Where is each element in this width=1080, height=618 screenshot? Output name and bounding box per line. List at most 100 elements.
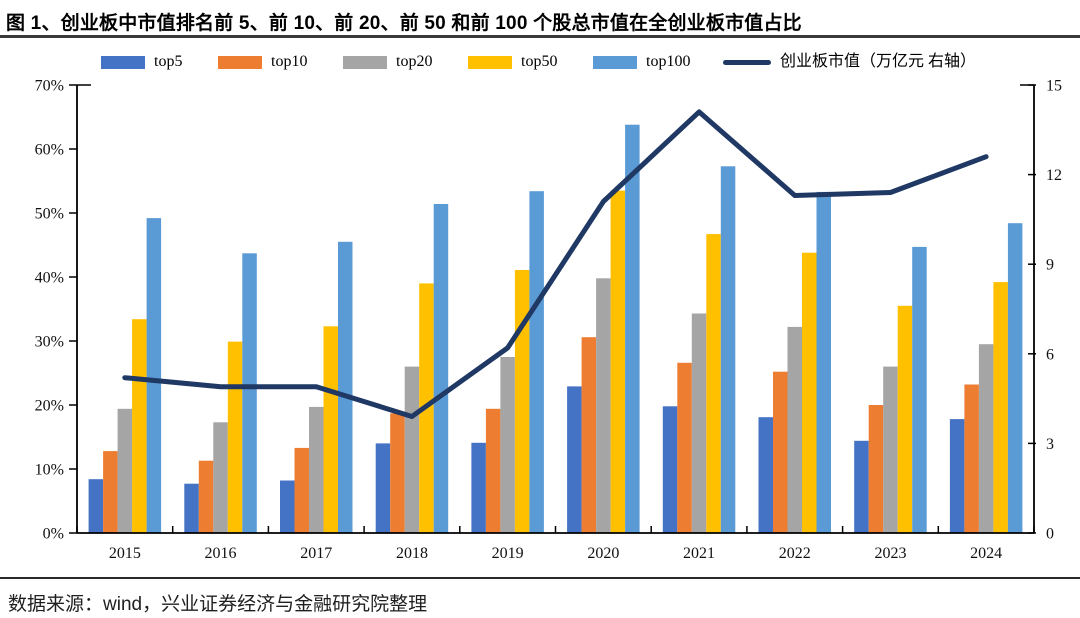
bar-top20-2016	[213, 422, 228, 533]
bar-top10-2023	[868, 405, 884, 533]
bar-top5-2019	[471, 442, 486, 533]
legend-swatch-top20	[343, 55, 387, 69]
bar-top10-2017	[294, 447, 309, 533]
chart-area: 0% 10% 20% 30% 40% 50% 60% 70% 0 3 6 9 12 15 2015 2016 2…	[0, 38, 1080, 575]
figure-title: 图 1、创业板中市值排名前 5、前 10、前 20、前 50 和前 100 个股…	[6, 13, 802, 34]
bar-top50-2021	[706, 234, 721, 533]
left-axis-label-5: 50%	[35, 206, 64, 223]
legend-swatch-top5	[101, 55, 145, 69]
bar-top100-2022	[816, 191, 831, 533]
bar-top50-2019	[514, 270, 530, 533]
bar-top10-2021	[677, 362, 692, 533]
bar-top50-2024	[993, 282, 1008, 533]
bar-top20-2018	[404, 366, 420, 533]
combo-chart-svg: 0% 10% 20% 30% 40% 50% 60% 70% 0 3 6 9 12 15 2015 2016 2…	[35, 78, 1062, 563]
bar-top50-2020	[610, 190, 626, 533]
bar-top100-2015	[146, 218, 162, 533]
legend-label-top50: top50	[521, 53, 558, 70]
bar-top5-2020	[567, 386, 582, 533]
right-axis-label-0: 0	[1046, 526, 1054, 543]
x-axis-label-2024: 2024	[970, 545, 1002, 562]
left-axis-label-0: 0%	[43, 526, 64, 543]
footer-divider	[0, 577, 1080, 579]
bar-top50-2015	[132, 319, 147, 533]
legend-swatch-top100	[593, 55, 637, 69]
x-axis-label-2019: 2019	[492, 545, 524, 562]
legend-swatch-top10	[218, 55, 262, 69]
left-axis-label-3: 30%	[35, 334, 64, 351]
x-axis-label-2020: 2020	[587, 545, 619, 562]
bar-top10-2016	[198, 460, 214, 533]
bar-top5-2023	[854, 440, 869, 533]
legend-item-top100: top100	[593, 52, 690, 72]
bar-top20-2015	[117, 408, 133, 533]
right-axis-label-5: 15	[1046, 78, 1062, 95]
market-cap-line	[122, 109, 989, 419]
x-axis-label-2018: 2018	[396, 545, 428, 562]
legend-label-market-cap: 创业板市值（万亿元 右轴）	[780, 53, 977, 70]
legend-label-top5: top5	[154, 53, 183, 70]
bar-top100-2016	[242, 253, 257, 534]
bar-top5-2018	[375, 443, 391, 533]
left-axis-label-6: 60%	[35, 142, 64, 159]
legend-line-sample	[723, 59, 771, 65]
bar-top100-2024	[1007, 223, 1023, 533]
x-axis-label-2023: 2023	[874, 545, 906, 562]
bar-top10-2015	[103, 451, 118, 533]
bar-top50-2022	[802, 252, 817, 533]
legend-swatch-top50	[468, 55, 512, 69]
legend-item-market-cap: 创业板市值（万亿元 右轴）	[723, 52, 976, 72]
title-divider	[0, 35, 1080, 38]
bar-top20-2023	[883, 366, 898, 533]
bar-top20-2017	[309, 406, 324, 533]
legend-item-top50: top50	[468, 52, 557, 72]
x-axis-label-2016: 2016	[205, 545, 237, 562]
x-axis-label-2022: 2022	[779, 545, 811, 562]
bar-top100-2023	[912, 246, 927, 533]
bar-top10-2022	[773, 371, 788, 533]
legend-item-top5: top5	[101, 52, 182, 72]
right-axis-label-1: 3	[1046, 436, 1054, 453]
left-axis-label-2: 20%	[35, 398, 64, 415]
bar-top20-2019	[500, 357, 515, 533]
bar-top5-2024	[949, 419, 965, 533]
bar-top50-2023	[897, 305, 913, 533]
bar-top5-2015	[88, 479, 104, 533]
bar-top10-2019	[485, 408, 501, 533]
data-source-note: 数据来源：wind，兴业证券经济与金融研究院整理	[8, 594, 428, 615]
x-axis-label-2017: 2017	[300, 545, 332, 562]
legend-label-top20: top20	[396, 53, 433, 70]
x-axis-label-2015: 2015	[109, 545, 141, 562]
legend-label-top10: top10	[271, 53, 308, 70]
legend-item-top20: top20	[343, 52, 432, 72]
bar-top100-2020	[625, 124, 640, 533]
legend-item-top10: top10	[218, 52, 307, 72]
bar-top5-2017	[280, 480, 295, 533]
x-axis-label-2021: 2021	[683, 545, 715, 562]
bar-top100-2021	[720, 166, 736, 534]
bar-top10-2020	[581, 337, 597, 533]
bar-top10-2018	[390, 413, 405, 533]
bar-top10-2024	[964, 384, 979, 533]
bar-top5-2022	[758, 417, 773, 533]
legend-label-top100: top100	[646, 53, 691, 70]
bar-top50-2016	[227, 341, 243, 533]
bar-top100-2018	[433, 204, 449, 533]
left-axis-label-1: 10%	[35, 462, 64, 479]
bar-top5-2016	[184, 483, 199, 533]
right-axis-label-2: 6	[1046, 346, 1054, 363]
bar-top20-2024	[978, 344, 994, 533]
bar-top5-2021	[662, 406, 678, 533]
bar-top100-2017	[338, 241, 353, 534]
right-axis-label-3: 9	[1046, 257, 1054, 274]
bar-top20-2022	[787, 326, 802, 533]
bar-top20-2021	[691, 313, 707, 533]
left-axis-label-4: 40%	[35, 270, 64, 287]
bar-top20-2020	[596, 278, 611, 533]
right-axis-label-4: 12	[1046, 167, 1062, 184]
bar-top50-2017	[323, 326, 338, 533]
left-axis-label-7: 70%	[35, 78, 64, 95]
bar-top100-2019	[529, 191, 544, 533]
chart-legend: top5 top10 top20 top50 top100 创业板市值（万亿元 右轴）	[0, 52, 1080, 74]
